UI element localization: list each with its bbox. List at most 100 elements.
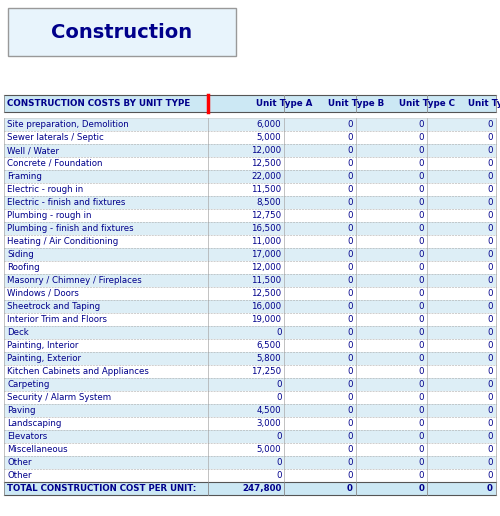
- Bar: [356, 300, 427, 313]
- Text: 5,000: 5,000: [257, 445, 281, 454]
- Text: Elevators: Elevators: [7, 432, 47, 441]
- Text: 0: 0: [488, 471, 493, 480]
- Bar: [208, 365, 284, 378]
- Bar: [356, 157, 427, 170]
- Bar: [4, 95, 208, 112]
- Text: 0: 0: [418, 276, 424, 285]
- Text: 0: 0: [276, 380, 281, 389]
- Text: 0: 0: [418, 315, 424, 324]
- Text: 0: 0: [488, 328, 493, 337]
- Text: 0: 0: [348, 185, 353, 194]
- Bar: [4, 430, 208, 443]
- Text: 0: 0: [488, 302, 493, 311]
- Text: 0: 0: [418, 263, 424, 272]
- Bar: [4, 183, 208, 196]
- Bar: [208, 430, 284, 443]
- Bar: [208, 456, 284, 469]
- Bar: [208, 261, 284, 274]
- Bar: [284, 209, 356, 222]
- Bar: [356, 352, 427, 365]
- Text: 0: 0: [348, 341, 353, 350]
- Bar: [284, 391, 356, 404]
- Bar: [4, 365, 208, 378]
- Text: 0: 0: [418, 341, 424, 350]
- Text: Well / Water: Well / Water: [7, 146, 59, 155]
- Bar: [427, 443, 496, 456]
- Text: 0: 0: [348, 419, 353, 428]
- Text: Carpeting: Carpeting: [7, 380, 50, 389]
- Bar: [284, 378, 356, 391]
- Bar: [427, 157, 496, 170]
- Bar: [427, 326, 496, 339]
- Bar: [427, 95, 496, 112]
- Text: 0: 0: [488, 263, 493, 272]
- Bar: [427, 131, 496, 144]
- Text: Painting, Exterior: Painting, Exterior: [7, 354, 81, 363]
- Bar: [356, 209, 427, 222]
- Text: 0: 0: [487, 484, 493, 493]
- Text: 0: 0: [418, 289, 424, 298]
- Bar: [356, 417, 427, 430]
- Bar: [427, 339, 496, 352]
- Bar: [4, 144, 208, 157]
- Text: 19,000: 19,000: [252, 315, 282, 324]
- Bar: [208, 469, 284, 482]
- Text: Electric - rough in: Electric - rough in: [7, 185, 83, 194]
- Text: 0: 0: [488, 120, 493, 129]
- Text: 0: 0: [348, 263, 353, 272]
- Text: 0: 0: [488, 341, 493, 350]
- Text: 0: 0: [488, 367, 493, 376]
- Bar: [208, 391, 284, 404]
- Text: 0: 0: [488, 380, 493, 389]
- Bar: [427, 170, 496, 183]
- Bar: [208, 300, 284, 313]
- Text: 0: 0: [348, 471, 353, 480]
- Bar: [4, 469, 208, 482]
- Text: 0: 0: [348, 367, 353, 376]
- Text: Painting, Interior: Painting, Interior: [7, 341, 78, 350]
- Bar: [356, 248, 427, 261]
- Text: Sheetrock and Taping: Sheetrock and Taping: [7, 302, 100, 311]
- Text: 0: 0: [418, 432, 424, 441]
- Text: 0: 0: [418, 484, 424, 493]
- Text: 0: 0: [488, 237, 493, 246]
- Text: 0: 0: [488, 432, 493, 441]
- Text: 247,800: 247,800: [242, 484, 282, 493]
- Text: 0: 0: [488, 250, 493, 259]
- Text: 0: 0: [488, 146, 493, 155]
- Text: 0: 0: [276, 471, 281, 480]
- Text: 0: 0: [488, 393, 493, 402]
- Text: Sewer laterals / Septic: Sewer laterals / Septic: [7, 133, 104, 142]
- Bar: [208, 170, 284, 183]
- Bar: [427, 404, 496, 417]
- Text: 0: 0: [276, 432, 281, 441]
- Text: 0: 0: [276, 458, 281, 467]
- Text: 0: 0: [418, 445, 424, 454]
- Text: CONSTRUCTION COSTS BY UNIT TYPE: CONSTRUCTION COSTS BY UNIT TYPE: [7, 99, 190, 108]
- Text: 0: 0: [488, 406, 493, 415]
- Bar: [356, 469, 427, 482]
- Text: 0: 0: [348, 198, 353, 207]
- Bar: [427, 274, 496, 287]
- Text: Siding: Siding: [7, 250, 34, 259]
- Bar: [284, 261, 356, 274]
- Bar: [356, 313, 427, 326]
- Text: 0: 0: [488, 419, 493, 428]
- Text: 0: 0: [348, 237, 353, 246]
- Text: 0: 0: [488, 159, 493, 168]
- Text: 12,500: 12,500: [252, 289, 282, 298]
- Text: 0: 0: [418, 224, 424, 233]
- Bar: [427, 300, 496, 313]
- Text: Paving: Paving: [7, 406, 36, 415]
- Bar: [4, 300, 208, 313]
- Bar: [356, 118, 427, 131]
- Text: 0: 0: [488, 133, 493, 142]
- Bar: [427, 196, 496, 209]
- Text: Security / Alarm System: Security / Alarm System: [7, 393, 111, 402]
- Bar: [208, 183, 284, 196]
- Text: 0: 0: [488, 354, 493, 363]
- Text: 17,250: 17,250: [252, 367, 282, 376]
- Text: 0: 0: [488, 172, 493, 181]
- Text: 0: 0: [347, 484, 353, 493]
- Text: 0: 0: [348, 406, 353, 415]
